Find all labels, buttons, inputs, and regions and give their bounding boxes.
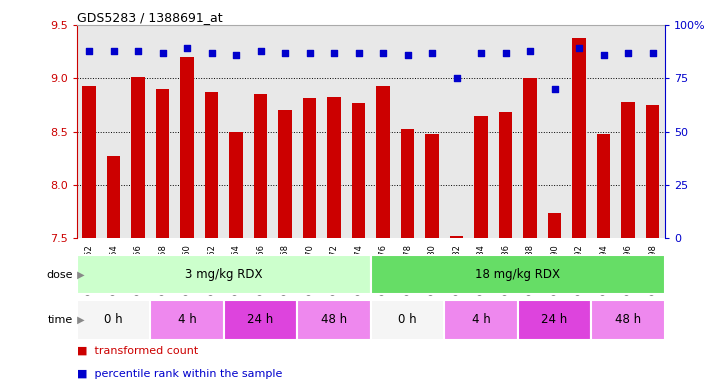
- Text: 0 h: 0 h: [105, 313, 123, 326]
- Point: [622, 50, 634, 56]
- Bar: [156, 89, 169, 238]
- Bar: [499, 113, 512, 238]
- Point: [279, 50, 291, 56]
- Text: 0 h: 0 h: [398, 313, 417, 326]
- Bar: [327, 98, 341, 238]
- Bar: [597, 134, 610, 238]
- Point: [524, 48, 535, 54]
- Bar: [592, 300, 665, 340]
- Bar: [352, 103, 365, 238]
- Point: [500, 50, 511, 56]
- Text: ■  transformed count: ■ transformed count: [77, 346, 198, 356]
- Bar: [224, 300, 297, 340]
- Text: 18 mg/kg RDX: 18 mg/kg RDX: [475, 268, 560, 281]
- Text: 4 h: 4 h: [471, 313, 491, 326]
- Text: dose: dose: [47, 270, 73, 280]
- Bar: [181, 57, 194, 238]
- Text: 24 h: 24 h: [247, 313, 274, 326]
- Bar: [376, 86, 390, 238]
- Point: [328, 50, 340, 56]
- Point: [451, 75, 462, 81]
- Text: 48 h: 48 h: [321, 313, 347, 326]
- Text: 3 mg/kg RDX: 3 mg/kg RDX: [185, 268, 262, 281]
- Bar: [303, 98, 316, 238]
- Bar: [425, 134, 439, 238]
- Bar: [523, 78, 537, 238]
- Point: [427, 50, 438, 56]
- Point: [353, 50, 364, 56]
- Bar: [77, 255, 371, 294]
- Point: [206, 50, 218, 56]
- Bar: [77, 300, 150, 340]
- Bar: [444, 300, 518, 340]
- Point: [378, 50, 389, 56]
- Text: 24 h: 24 h: [541, 313, 567, 326]
- Text: ▶: ▶: [74, 270, 85, 280]
- Bar: [518, 300, 592, 340]
- Text: 48 h: 48 h: [615, 313, 641, 326]
- Point: [108, 48, 119, 54]
- Point: [573, 45, 584, 51]
- Point: [181, 45, 193, 51]
- Point: [304, 50, 315, 56]
- Bar: [547, 212, 561, 238]
- Bar: [230, 131, 242, 238]
- Bar: [150, 300, 224, 340]
- Text: time: time: [48, 314, 73, 325]
- Bar: [254, 94, 267, 238]
- Bar: [297, 300, 371, 340]
- Point: [230, 52, 242, 58]
- Bar: [401, 129, 415, 238]
- Text: 4 h: 4 h: [178, 313, 196, 326]
- Bar: [646, 105, 659, 238]
- Text: GDS5283 / 1388691_at: GDS5283 / 1388691_at: [77, 11, 223, 24]
- Point: [83, 48, 95, 54]
- Text: ▶: ▶: [74, 314, 85, 325]
- Text: ■  percentile rank within the sample: ■ percentile rank within the sample: [77, 369, 282, 379]
- Point: [255, 48, 266, 54]
- Bar: [474, 116, 488, 238]
- Bar: [572, 38, 586, 238]
- Point: [476, 50, 487, 56]
- Bar: [450, 236, 464, 238]
- Bar: [132, 77, 145, 238]
- Bar: [621, 102, 635, 238]
- Point: [132, 48, 144, 54]
- Bar: [371, 300, 444, 340]
- Point: [157, 50, 169, 56]
- Bar: [278, 110, 292, 238]
- Bar: [107, 156, 120, 238]
- Bar: [82, 86, 96, 238]
- Point: [402, 52, 413, 58]
- Bar: [205, 92, 218, 238]
- Point: [647, 50, 658, 56]
- Point: [549, 86, 560, 92]
- Point: [598, 52, 609, 58]
- Bar: [371, 255, 665, 294]
